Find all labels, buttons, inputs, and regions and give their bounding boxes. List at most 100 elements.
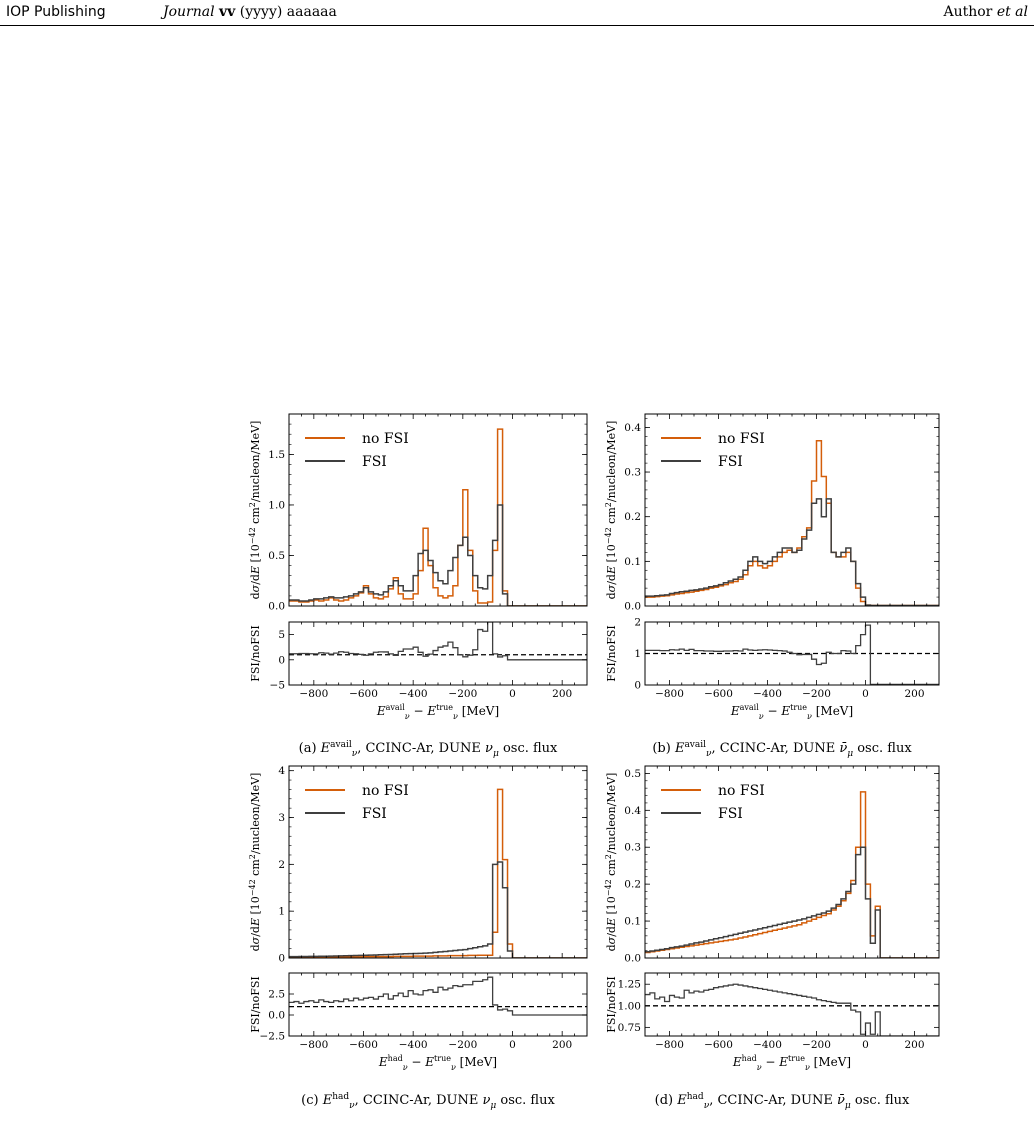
x-tick-label: −200	[802, 1039, 831, 1051]
x-tick-label: −800	[299, 1039, 328, 1051]
y-tick-label: 0.2	[624, 511, 641, 523]
x-tick-label: −400	[753, 688, 782, 700]
ratio-frame	[288, 972, 588, 1037]
x-tick-label: −400	[399, 688, 428, 700]
journal-name: Journal	[163, 4, 215, 20]
x-tick-label: 200	[904, 688, 924, 700]
ratio-y-axis-label: FSI/noFSI	[249, 625, 262, 681]
ratio-y-axis-label: FSI/noFSI	[605, 976, 618, 1032]
ratio-y-tick-label: 1.25	[618, 979, 641, 991]
y-tick-label: 0.0	[624, 601, 641, 613]
main-plot-area	[645, 440, 939, 606]
x-tick-label: 0	[862, 688, 869, 700]
y-tick-label: 3	[278, 812, 285, 824]
ratio-fsi-line	[289, 622, 587, 661]
x-axis-label: Ehadν − Etrueν [MeV]	[732, 1054, 851, 1072]
ratio-fsi-line	[289, 976, 587, 1016]
series-fsi-line	[645, 498, 939, 606]
x-tick-label: −400	[399, 1039, 428, 1051]
figure-caption: (c) Ehadν, CCINC-Ar, DUNE νμ osc. flux	[301, 1092, 555, 1111]
ratio-frame	[644, 972, 940, 1037]
x-axis-label: Eavailν − Etrueν [MeV]	[376, 703, 499, 721]
y-axis-label: dσ/dE [10−42 cm2/nucleon/MeV]	[248, 421, 262, 600]
main-frame	[288, 765, 588, 959]
ratio-y-tick-label: −5	[270, 680, 285, 692]
x-tick-label: −400	[753, 1039, 782, 1051]
ratio-fsi-line	[645, 624, 939, 685]
y-tick-label: 0.5	[268, 550, 285, 562]
main-plot-area	[645, 791, 939, 958]
x-tick-label: −800	[299, 688, 328, 700]
x-tick-label: 200	[552, 1039, 572, 1051]
legend-fsi-label: FSI	[362, 454, 387, 470]
x-axis-label: Ehadν − Etrueν [MeV]	[378, 1054, 497, 1072]
x-tick-label: −600	[349, 1039, 378, 1051]
x-tick-label: −600	[349, 688, 378, 700]
ratio-y-tick-label: 1.00	[618, 1000, 641, 1012]
x-tick-label: 0	[509, 1039, 516, 1051]
journal-volume: vv	[219, 4, 236, 20]
journal-year-pages: (yyyy) aaaaaa	[235, 4, 337, 20]
panel-a: −800 −600 −400 −200 0 200 0.0 0.5 1.0 1.5 −5 0 5 no F…	[248, 413, 588, 759]
ratio-y-tick-label: 1	[634, 648, 641, 660]
y-tick-label: 0.1	[624, 556, 641, 568]
ratio-y-tick-label: 0.0	[268, 1010, 285, 1022]
ratio-y-tick-label: 0	[634, 680, 641, 692]
y-tick-label: 0.0	[624, 953, 641, 965]
y-tick-label: 0.3	[624, 467, 641, 479]
x-tick-label: −600	[704, 1039, 733, 1051]
ratio-y-tick-label: 0	[278, 654, 285, 666]
author-etal: et al	[996, 4, 1028, 20]
y-axis-label: dσ/dE [10−42 cm2/nucleon/MeV]	[604, 773, 618, 952]
ratio-y-tick-label: −2.5	[260, 1031, 286, 1043]
legend-nofsi-label: no FSI	[362, 783, 409, 799]
x-tick-label: −200	[448, 1039, 477, 1051]
y-axis-label: dσ/dE [10−42 cm2/nucleon/MeV]	[248, 773, 262, 952]
y-tick-label: 0.1	[624, 916, 641, 928]
y-tick-label: 0.2	[624, 879, 641, 891]
header-rule	[0, 25, 1034, 26]
x-tick-label: −800	[655, 688, 684, 700]
y-tick-label: 0.0	[268, 601, 285, 613]
figure-caption: (a) Eavailν, CCINC-Ar, DUNE νμ osc. flux	[299, 740, 558, 759]
x-tick-label: 200	[904, 1039, 924, 1051]
panel-d: −800 −600 −400 −200 0 200 0.0 0.1 0.2 0.3 0.4 0.5 0.…	[604, 765, 940, 1111]
journal-reference: Journal vv (yyyy) aaaaaa	[163, 4, 337, 20]
y-axis-label: dσ/dE [10−42 cm2/nucleon/MeV]	[604, 421, 618, 600]
ratio-fsi-line	[645, 983, 939, 1036]
legend-nofsi-label: no FSI	[718, 783, 765, 799]
y-tick-label: 2	[278, 859, 285, 871]
legend-fsi-label: FSI	[362, 806, 387, 822]
running-author: Author et al	[943, 4, 1028, 20]
series-nofsi-line	[645, 791, 939, 958]
y-tick-label: 0.3	[624, 842, 641, 854]
y-tick-label: 1.0	[268, 499, 285, 511]
main-frame	[644, 765, 940, 959]
y-tick-label: 0.4	[624, 422, 641, 434]
ratio-y-tick-label: 2.5	[268, 989, 285, 1001]
y-tick-label: 1	[278, 906, 285, 918]
main-frame	[644, 413, 940, 607]
y-tick-label: 1.5	[268, 449, 285, 461]
panel-b: −800 −600 −400 −200 0 200 0.0 0.1 0.2 0.3 0.4 0 1 2 no…	[604, 413, 940, 759]
x-axis-label: Eavailν − Etrueν [MeV]	[730, 703, 853, 721]
legend-fsi-label: FSI	[718, 806, 743, 822]
series-fsi-line	[289, 861, 587, 958]
legend-fsi-label: FSI	[718, 454, 743, 470]
x-tick-label: 0	[862, 1039, 869, 1051]
series-nofsi-line	[645, 440, 939, 606]
series-fsi-line	[645, 846, 939, 958]
figure-caption: (b) Eavailν, CCINC-Ar, DUNE ν̄μ osc. flu…	[652, 740, 912, 759]
y-tick-label: 4	[278, 765, 285, 777]
y-tick-label: 0.5	[624, 768, 641, 780]
y-tick-label: 0.4	[624, 805, 641, 817]
ratio-y-axis-label: FSI/noFSI	[249, 976, 262, 1032]
x-tick-label: 0	[509, 688, 516, 700]
ratio-plot-area	[645, 983, 939, 1036]
series-fsi-line	[289, 504, 587, 606]
author-name: Author	[943, 4, 997, 20]
ratio-y-tick-label: 5	[278, 629, 285, 641]
x-tick-label: −600	[704, 688, 733, 700]
page-header: IOP Publishing Journal vv (yyyy) aaaaaa …	[0, 0, 1034, 27]
